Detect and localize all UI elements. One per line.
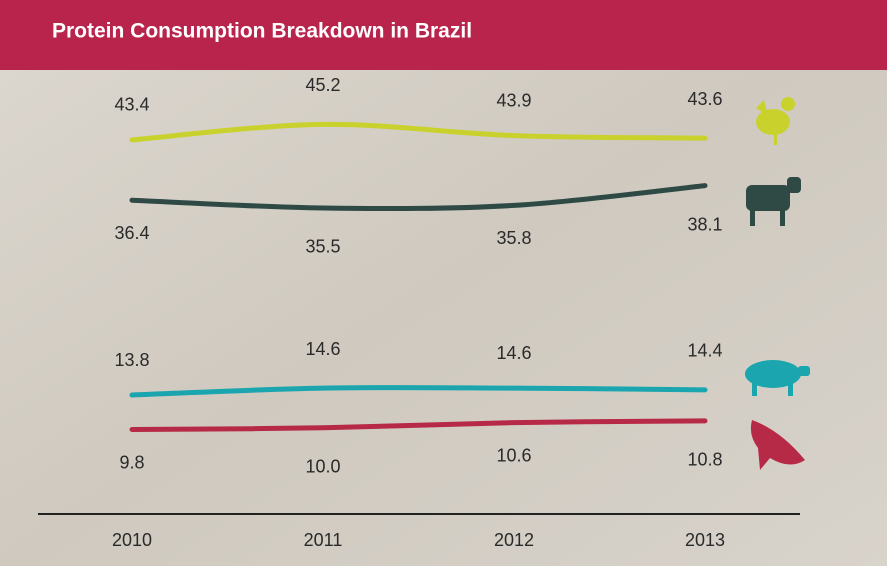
data-label: 10.6 (496, 445, 531, 465)
background (0, 0, 887, 566)
x-tick-label: 2012 (494, 530, 534, 550)
data-label: 14.4 (687, 341, 722, 361)
data-label: 13.8 (114, 350, 149, 370)
data-label: 45.2 (305, 75, 340, 95)
data-label: 35.5 (305, 237, 340, 257)
chart-title: Protein Consumption Breakdown in Brazil (52, 20, 472, 43)
data-label: 9.8 (119, 452, 144, 472)
x-tick-label: 2011 (304, 530, 343, 550)
data-label: 43.9 (496, 90, 531, 110)
data-label: 36.4 (114, 223, 149, 243)
data-label: 43.4 (114, 95, 149, 115)
data-label: 14.6 (496, 343, 531, 363)
data-label: 38.1 (687, 214, 722, 234)
x-tick-label: 2010 (112, 530, 152, 550)
data-label: 10.0 (305, 457, 340, 477)
data-label: 43.6 (687, 89, 722, 109)
data-label: 14.6 (305, 339, 340, 359)
data-label: 35.8 (496, 228, 531, 248)
chart: Protein Consumption Breakdown in Brazil … (0, 0, 887, 566)
x-tick-label: 2013 (685, 530, 725, 550)
data-label: 10.8 (687, 450, 722, 470)
